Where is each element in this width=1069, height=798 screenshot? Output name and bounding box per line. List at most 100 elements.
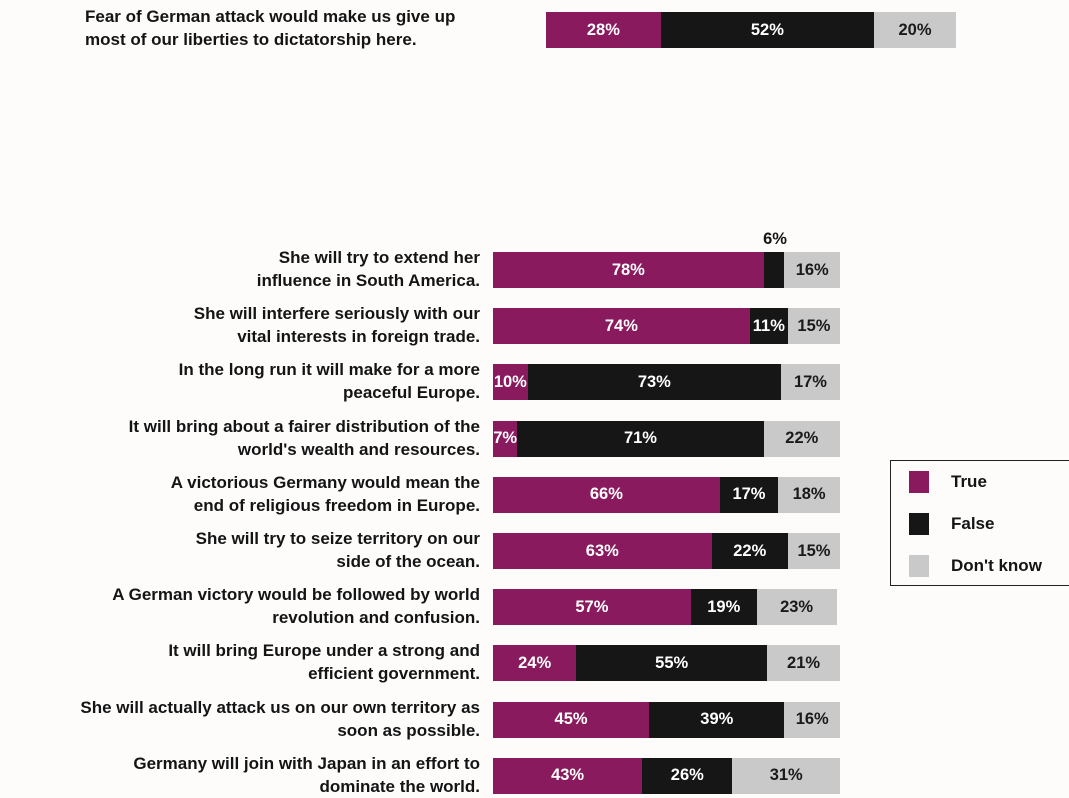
bar-segment-dont-know: 22% — [763, 420, 840, 457]
bar-segment-dont-know: 18% — [778, 476, 841, 513]
value-label: 74% — [604, 316, 638, 335]
question-label-line: end of religious freedom in Europe. — [193, 495, 480, 515]
stacked-bar: 10% 73% 17% — [493, 364, 840, 401]
bar-segment-true: 10% — [493, 364, 528, 401]
question-label-line: world's wealth and resources. — [237, 439, 480, 459]
question-label: It will bring Europe under a strong and e… — [0, 639, 480, 685]
legend-label-false: False — [951, 514, 995, 533]
question-label-line: It will bring about a fairer distributio… — [128, 416, 480, 436]
bar-segment-dont-know: 21% — [767, 645, 840, 682]
stacked-bar: 43% 26% 31% — [493, 757, 840, 794]
value-label: 22% — [733, 541, 767, 560]
question-label-line: vital interests in foreign trade. — [237, 327, 480, 347]
stacked-bar: 24% 55% 21% — [493, 645, 840, 682]
stacked-bar: 63% 22% 15% — [493, 533, 840, 569]
value-label: 55% — [655, 653, 689, 672]
value-label: 20% — [898, 20, 932, 39]
value-label: 39% — [700, 710, 734, 729]
bar-segment-false: 26% — [642, 757, 733, 794]
value-label: 21% — [787, 653, 821, 672]
value-label: 18% — [792, 485, 826, 504]
bar-segment-false: 17% — [719, 476, 779, 513]
value-label: 11% — [752, 316, 785, 335]
bar-segment-false: 19% — [690, 589, 757, 626]
bar-segment-dont-know: 23% — [756, 589, 837, 626]
question-label: A German victory would be followed by wo… — [0, 583, 480, 629]
question-label: She will actually attack us on our own t… — [0, 696, 480, 742]
bar-segment-dont-know: 15% — [787, 533, 840, 569]
legend-item-false: False — [909, 513, 994, 535]
value-label: 24% — [518, 653, 552, 672]
question-label: She will try to extend her influence in S… — [0, 246, 480, 292]
value-label: 31% — [769, 766, 803, 785]
question-label-line: influence in South America. — [256, 271, 480, 290]
question-label: Germany will join with Japan in an effor… — [0, 752, 480, 798]
value-label: 78% — [611, 260, 645, 279]
question-label: It will bring about a fairer distributio… — [0, 415, 480, 461]
legend-label-true: True — [951, 472, 987, 491]
value-label: 16% — [795, 710, 829, 729]
bar-segment-false: 39% — [649, 701, 785, 738]
bar-segment-true: 7% — [493, 420, 518, 457]
question-label: A victorious Germany would mean the end o… — [0, 471, 480, 517]
question-label-line: She will try to seize territory on our — [195, 529, 480, 548]
legend-swatch-dont-know — [909, 555, 929, 577]
question-label: In the long run it will make for a more p… — [0, 358, 480, 404]
stacked-bar: 74% 11% 15% — [493, 308, 840, 345]
legend-item-dont-know: Don't know — [909, 555, 1042, 577]
bar-segment-true: 43% — [493, 757, 643, 794]
bar-segment-false: 71% — [517, 420, 764, 457]
value-label: 23% — [780, 597, 814, 616]
question-label-line: She will interfere seriously with our — [193, 304, 480, 324]
stacked-bar: 57% 19% 23% — [493, 589, 840, 626]
value-label: 17% — [732, 485, 766, 504]
bar-segment-false: 11% — [749, 308, 788, 345]
bar-segment-false: 55% — [576, 645, 768, 682]
value-label: 19% — [707, 597, 741, 616]
question-label-line: soon as possible. — [337, 720, 480, 740]
question-label-line: She will actually attack us on our own t… — [80, 697, 480, 717]
legend-label-dont-know: Don't know — [951, 556, 1042, 575]
value-label: 28% — [586, 20, 620, 39]
value-label: 7% — [493, 429, 518, 448]
bar-segment-dont-know: 15% — [787, 308, 840, 345]
bar-segment-true: 78% — [493, 252, 764, 288]
legend-swatch-true — [909, 471, 929, 493]
stacked-bar: 78% 16% — [493, 252, 840, 288]
bar-segment-dont-know: 17% — [780, 364, 840, 401]
bar-segment-true: 74% — [493, 308, 750, 345]
stacked-bar: 28% 52% 20% — [546, 12, 956, 48]
value-label: 57% — [575, 597, 609, 616]
legend-swatch-false — [909, 513, 929, 535]
value-label: 43% — [551, 766, 585, 785]
value-label: 52% — [750, 20, 784, 39]
bar-segment-dont-know: 16% — [784, 701, 840, 738]
value-label: 22% — [785, 429, 819, 448]
bar-segment-true: 57% — [493, 589, 691, 626]
value-label-outside: 6% — [763, 230, 787, 249]
stacked-bar: 45% 39% 16% — [493, 701, 840, 738]
legend-item-true: True — [909, 471, 987, 493]
question-label: Fear of German attack would make us give… — [85, 5, 525, 51]
value-label: 15% — [797, 541, 831, 560]
value-label: 63% — [585, 541, 619, 560]
bar-segment-dont-know: 20% — [873, 12, 956, 48]
value-label: 15% — [797, 316, 831, 335]
question-label-line: efficient government. — [308, 664, 480, 684]
question-label-line: peaceful Europe. — [343, 383, 480, 403]
bar-segment-true: 66% — [493, 476, 720, 513]
bar-segment-true: 28% — [546, 12, 661, 48]
question-label-line: Fear of German attack would make us give… — [85, 7, 456, 26]
legend: True False Don't know — [890, 460, 1069, 586]
value-label: 16% — [795, 260, 829, 279]
stacked-bar: 66% 17% 18% — [493, 476, 841, 513]
question-label-line: A German victory would be followed by wo… — [112, 585, 480, 605]
bar-segment-dont-know: 16% — [784, 252, 840, 288]
value-label: 45% — [554, 710, 588, 729]
question-label-line: revolution and confusion. — [272, 608, 480, 628]
value-label: 73% — [637, 372, 671, 391]
bar-segment-false: 73% — [527, 364, 781, 401]
question-label-line: It will bring Europe under a strong and — [168, 641, 480, 661]
question-label-line: most of our liberties to dictatorship he… — [85, 30, 417, 49]
